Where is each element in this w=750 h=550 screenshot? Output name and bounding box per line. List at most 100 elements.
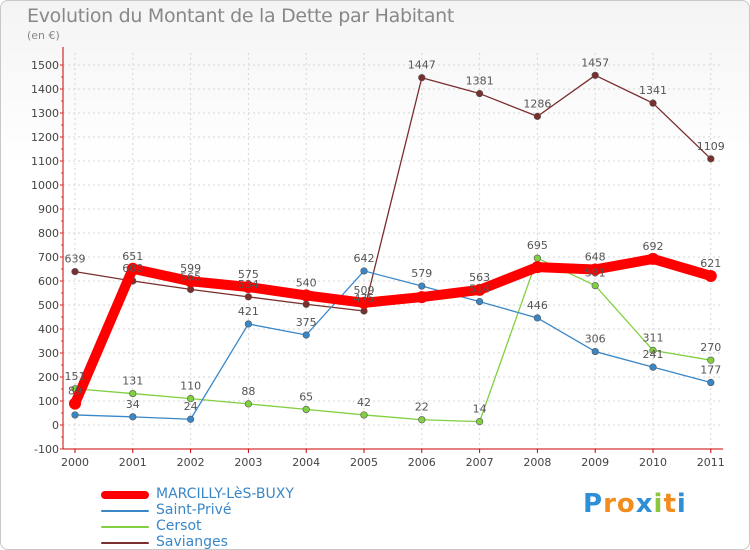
data-label: 14 — [473, 403, 487, 416]
x-tick-label: 2003 — [234, 456, 262, 469]
x-tick-label: 2009 — [581, 456, 609, 469]
data-point — [649, 346, 657, 354]
data-label: 695 — [527, 239, 548, 252]
data-point — [707, 356, 715, 364]
grid-layer — [63, 53, 723, 450]
x-tick-label: 2005 — [350, 456, 378, 469]
chart-subtitle: (en €) — [27, 29, 60, 42]
y-tick-label: 700 — [38, 251, 59, 264]
data-label: 579 — [411, 267, 432, 280]
data-point — [242, 281, 255, 293]
data-label: 509 — [354, 284, 375, 297]
data-point — [707, 378, 715, 387]
x-tick-label: 2008 — [523, 456, 551, 469]
data-label: 241 — [643, 348, 664, 361]
logo-letter: P — [583, 489, 604, 519]
data-point — [707, 155, 715, 163]
series-line-2 — [74, 257, 712, 423]
axis-layer: -100 0 100 200 300 400 500 600 700 800 900 1000 1100… — [31, 47, 725, 469]
logo-letter: r — [603, 489, 617, 519]
y-tick-label: 500 — [38, 299, 59, 312]
legend-swatch — [101, 491, 149, 499]
data-point — [69, 397, 81, 410]
data-label: 621 — [700, 257, 721, 270]
x-tick-label: 2001 — [119, 456, 147, 469]
data-label: 565 — [180, 270, 201, 283]
data-label: 600 — [122, 262, 143, 275]
data-label: 42 — [357, 396, 371, 409]
proxiti-logo: Proxiti — [583, 489, 687, 519]
y-tick-label: -100 — [34, 443, 59, 456]
data-point — [126, 262, 139, 275]
data-label: 1109 — [697, 140, 725, 153]
data-label: 581 — [585, 267, 606, 280]
data-point — [589, 263, 602, 276]
series-line-3 — [74, 74, 712, 312]
data-point — [415, 291, 428, 304]
data-label: 24 — [184, 400, 198, 413]
data-point — [531, 261, 544, 274]
data-point — [476, 89, 484, 98]
data-point — [418, 416, 426, 424]
data-point — [476, 418, 484, 426]
logo-letter: t — [663, 489, 677, 519]
data-point — [418, 74, 426, 82]
data-label: 692 — [643, 240, 664, 253]
data-label: 177 — [700, 364, 721, 377]
legend-label: MARCILLY-LèS-BUXY — [156, 486, 294, 502]
y-tick-label: 0 — [52, 419, 59, 432]
data-point — [418, 282, 426, 290]
logo-letter: o — [616, 489, 636, 519]
data-point — [71, 411, 79, 419]
y-tick-label: 200 — [38, 371, 59, 384]
logo-letter: x — [635, 489, 654, 519]
data-point — [300, 289, 313, 302]
y-tick-label: 1400 — [31, 83, 59, 96]
data-point — [473, 283, 486, 296]
logo-letter: i — [653, 489, 664, 519]
data-label: 270 — [700, 341, 721, 354]
data-point — [533, 314, 542, 322]
data-label: 151 — [65, 370, 86, 383]
data-label: 22 — [415, 401, 429, 414]
data-label: 311 — [643, 331, 664, 344]
y-tick-label: 1100 — [31, 155, 59, 168]
data-label: 475 — [354, 292, 375, 305]
data-point — [244, 400, 252, 408]
data-point — [360, 267, 368, 275]
data-point — [244, 293, 252, 301]
x-tick-label: 2000 — [61, 456, 89, 469]
series-line-1 — [74, 270, 712, 420]
data-point — [360, 411, 368, 419]
data-label: 131 — [122, 375, 143, 388]
data-label: 540 — [296, 276, 317, 289]
data-label: 1381 — [466, 75, 494, 88]
y-tick-label: 1500 — [31, 59, 59, 72]
data-point — [649, 99, 657, 107]
series-line-0 — [70, 253, 716, 409]
data-label: 563 — [469, 271, 490, 284]
data-point — [71, 268, 79, 276]
legend-label: Savianges — [156, 534, 228, 550]
data-point — [649, 363, 657, 371]
data-label: 110 — [180, 380, 201, 393]
data-point — [187, 395, 195, 403]
data-label: 1457 — [581, 56, 609, 69]
data-point — [591, 281, 599, 290]
data-point — [591, 71, 599, 79]
y-tick-label: 1300 — [31, 107, 59, 120]
data-label: 599 — [180, 262, 201, 275]
x-tick-label: 2004 — [292, 456, 320, 469]
data-point — [647, 252, 659, 265]
data-label: 648 — [585, 250, 606, 263]
data-point — [358, 296, 370, 309]
data-point — [533, 254, 542, 262]
y-tick-label: 300 — [38, 347, 59, 360]
data-label: 534 — [238, 278, 259, 291]
data-point — [129, 413, 137, 421]
data-point — [302, 300, 310, 308]
data-label: 1447 — [408, 59, 436, 72]
x-tick-label: 2006 — [408, 456, 436, 469]
y-tick-label: 900 — [38, 203, 59, 216]
x-tick-label: 2011 — [697, 456, 725, 469]
